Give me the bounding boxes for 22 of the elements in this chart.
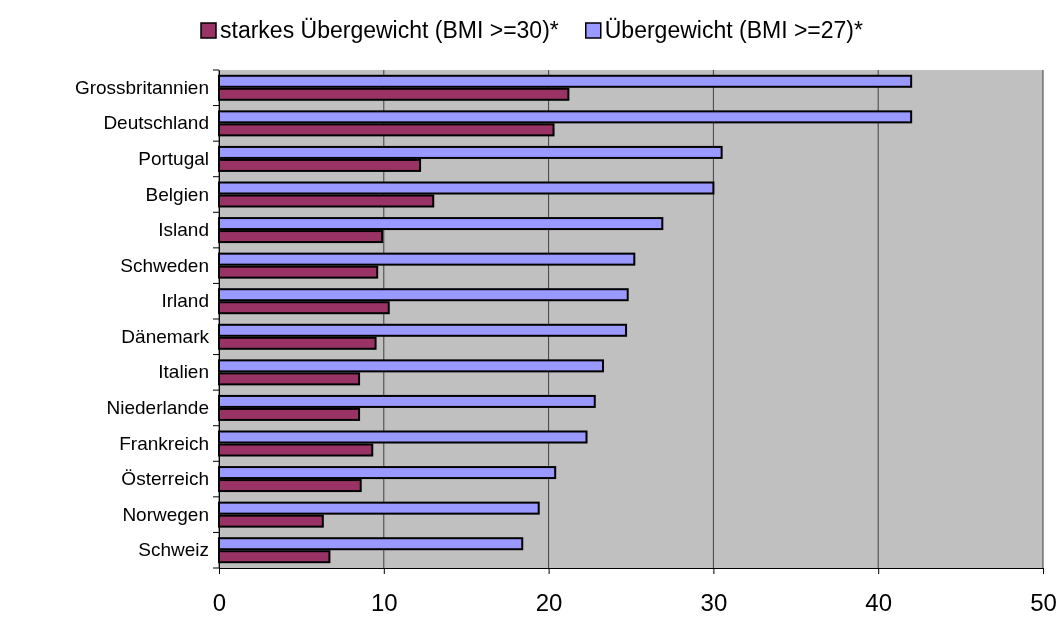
y-tick-label: Deutschland — [103, 112, 209, 134]
x-tick-label: 0 — [212, 589, 227, 617]
y-tick-label: Grossbritannien — [74, 76, 209, 98]
y-tick-label: Frankreich — [119, 432, 209, 454]
x-tick-label: 30 — [700, 589, 728, 617]
x-tick-label: 10 — [370, 589, 398, 617]
y-tick-label: Belgien — [145, 183, 209, 205]
y-tick-label: Schweiz — [138, 539, 209, 561]
y-tick-label: Schweden — [120, 254, 209, 276]
legend-label: Übergewicht (BMI >=27)* — [604, 17, 864, 43]
x-tick-label: 50 — [1030, 589, 1057, 617]
y-tick-label: Österreich — [121, 468, 209, 490]
x-tick-label: 40 — [865, 589, 893, 617]
x-tick-label: 20 — [535, 589, 563, 617]
y-tick-label: Island — [158, 219, 209, 241]
y-tick-label: Niederlande — [106, 397, 209, 419]
y-tick-label: Italien — [158, 361, 209, 383]
y-tick-label: Portugal — [138, 148, 209, 170]
y-tick-label: Norwegen — [122, 503, 209, 525]
y-tick-label: Dänemark — [121, 325, 210, 347]
y-tick-label: Irland — [161, 290, 209, 312]
legend-label: starkes Übergewicht (BMI >=30)* — [220, 17, 559, 43]
